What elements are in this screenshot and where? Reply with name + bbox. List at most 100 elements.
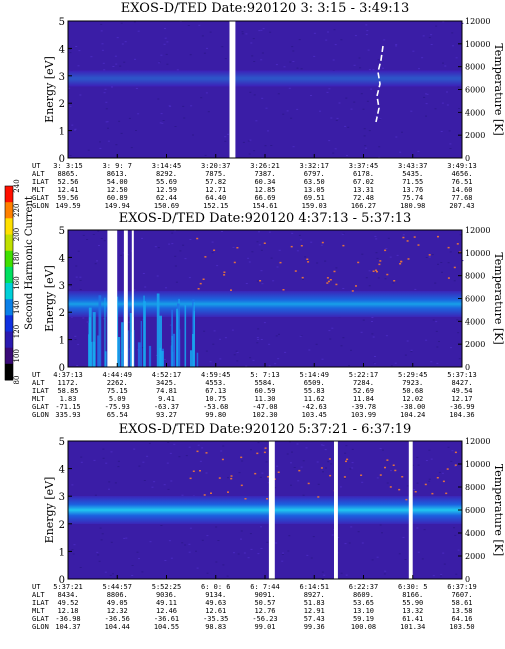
noise-pixel (236, 360, 239, 362)
noise-pixel (141, 237, 143, 239)
orbit-row-value: 2262. (107, 379, 128, 387)
data-dot (406, 240, 409, 242)
noise-pixel (283, 66, 286, 68)
noise-pixel (189, 239, 192, 240)
orbit-row-value: 12.18 (57, 607, 78, 615)
noise-pixel (446, 104, 449, 106)
data-gap (107, 230, 118, 367)
noise-pixel (350, 108, 353, 110)
noise-pixel (144, 286, 147, 288)
noise-pixel (206, 535, 209, 537)
noise-pixel (251, 251, 254, 253)
noise-pixel (288, 87, 291, 89)
noise-pixel (291, 46, 294, 48)
noise-pixel (156, 275, 159, 277)
noise-pixel (164, 37, 167, 39)
orbit-row-value: 63.50 (304, 178, 325, 186)
orbit-row-value: 98.83 (205, 623, 226, 631)
noise-pixel (368, 69, 371, 71)
noise-pixel (288, 441, 291, 443)
noise-pixel (249, 91, 252, 93)
data-dot (321, 241, 324, 244)
noise-pixel (440, 262, 443, 263)
noise-pixel (142, 273, 145, 274)
noise-pixel (428, 449, 431, 451)
noise-pixel (232, 246, 235, 248)
orbit-row-value: 6797. (304, 170, 325, 178)
noise-pixel (322, 444, 325, 446)
noise-pixel (115, 63, 118, 65)
orbit-row-value: 55.69 (156, 178, 177, 186)
noise-pixel (378, 118, 381, 120)
data-dot (223, 274, 226, 276)
data-dot (335, 283, 338, 286)
orbit-row-value: 69.51 (304, 194, 325, 202)
orbit-row-value: 57.43 (304, 615, 325, 623)
noise-pixel (363, 128, 366, 130)
orbit-row-value: 55.90 (402, 599, 423, 607)
data-dot (192, 470, 195, 472)
data-dot (189, 477, 192, 480)
noise-pixel (293, 467, 296, 468)
noise-pixel (203, 330, 206, 332)
noise-pixel (233, 552, 235, 554)
orbit-row-label: GLON (32, 623, 49, 631)
noise-pixel (296, 250, 299, 252)
noise-pixel (111, 86, 113, 88)
noise-pixel (345, 97, 348, 99)
noise-pixel (410, 349, 413, 351)
y2-tick-label: 4000 (465, 529, 485, 538)
noise-pixel (224, 58, 227, 60)
orbit-row-value: 13.10 (353, 607, 374, 615)
noise-pixel (96, 551, 99, 553)
noise-pixel (222, 564, 225, 566)
data-dot (446, 468, 449, 470)
y-tick-label: 3 (59, 492, 65, 503)
noise-pixel (455, 57, 458, 59)
orbit-row-value: 1172. (57, 379, 78, 387)
orbit-row-value: 8292. (156, 170, 177, 178)
noise-pixel (317, 483, 320, 485)
noise-pixel (264, 145, 267, 147)
noise-pixel (440, 131, 443, 132)
orbit-row-value: 11.30 (254, 395, 275, 403)
data-gap (334, 441, 338, 579)
orbit-row-label: ALT (32, 379, 45, 387)
noise-pixel (432, 319, 435, 321)
data-dot (329, 279, 332, 281)
noise-pixel (257, 553, 260, 555)
noise-pixel (365, 24, 368, 26)
noise-pixel (162, 120, 165, 121)
noise-pixel (257, 328, 260, 330)
noise-pixel (121, 43, 124, 45)
data-dot (360, 474, 363, 476)
noise-pixel (334, 44, 337, 46)
noise-pixel (458, 111, 461, 113)
signal-band (68, 70, 462, 87)
noise-pixel (174, 255, 177, 257)
noise-pixel (237, 553, 240, 555)
colorbar-tick-label: 160 (13, 276, 21, 289)
orbit-row-value: 76.51 (451, 178, 472, 186)
y-tick-label: 2 (59, 308, 65, 319)
data-dot (428, 254, 431, 256)
burst-stripe (172, 333, 176, 367)
noise-pixel (453, 280, 456, 282)
noise-pixel (170, 557, 173, 559)
orbit-row-value: 52.69 (353, 387, 374, 395)
noise-pixel (361, 481, 364, 483)
orbit-row-value: 8865. (57, 170, 78, 178)
data-dot (431, 492, 434, 495)
noise-pixel (414, 288, 417, 290)
orbit-row-value: 207.43 (449, 202, 474, 210)
data-dot (221, 458, 224, 461)
data-dot (454, 464, 457, 466)
noise-pixel (160, 54, 163, 56)
noise-pixel (296, 443, 299, 445)
orbit-row-value: 49.05 (107, 599, 128, 607)
noise-pixel (102, 457, 105, 459)
noise-pixel (430, 458, 433, 460)
noise-pixel (447, 262, 450, 264)
data-dot (393, 280, 396, 282)
noise-pixel (425, 339, 428, 341)
